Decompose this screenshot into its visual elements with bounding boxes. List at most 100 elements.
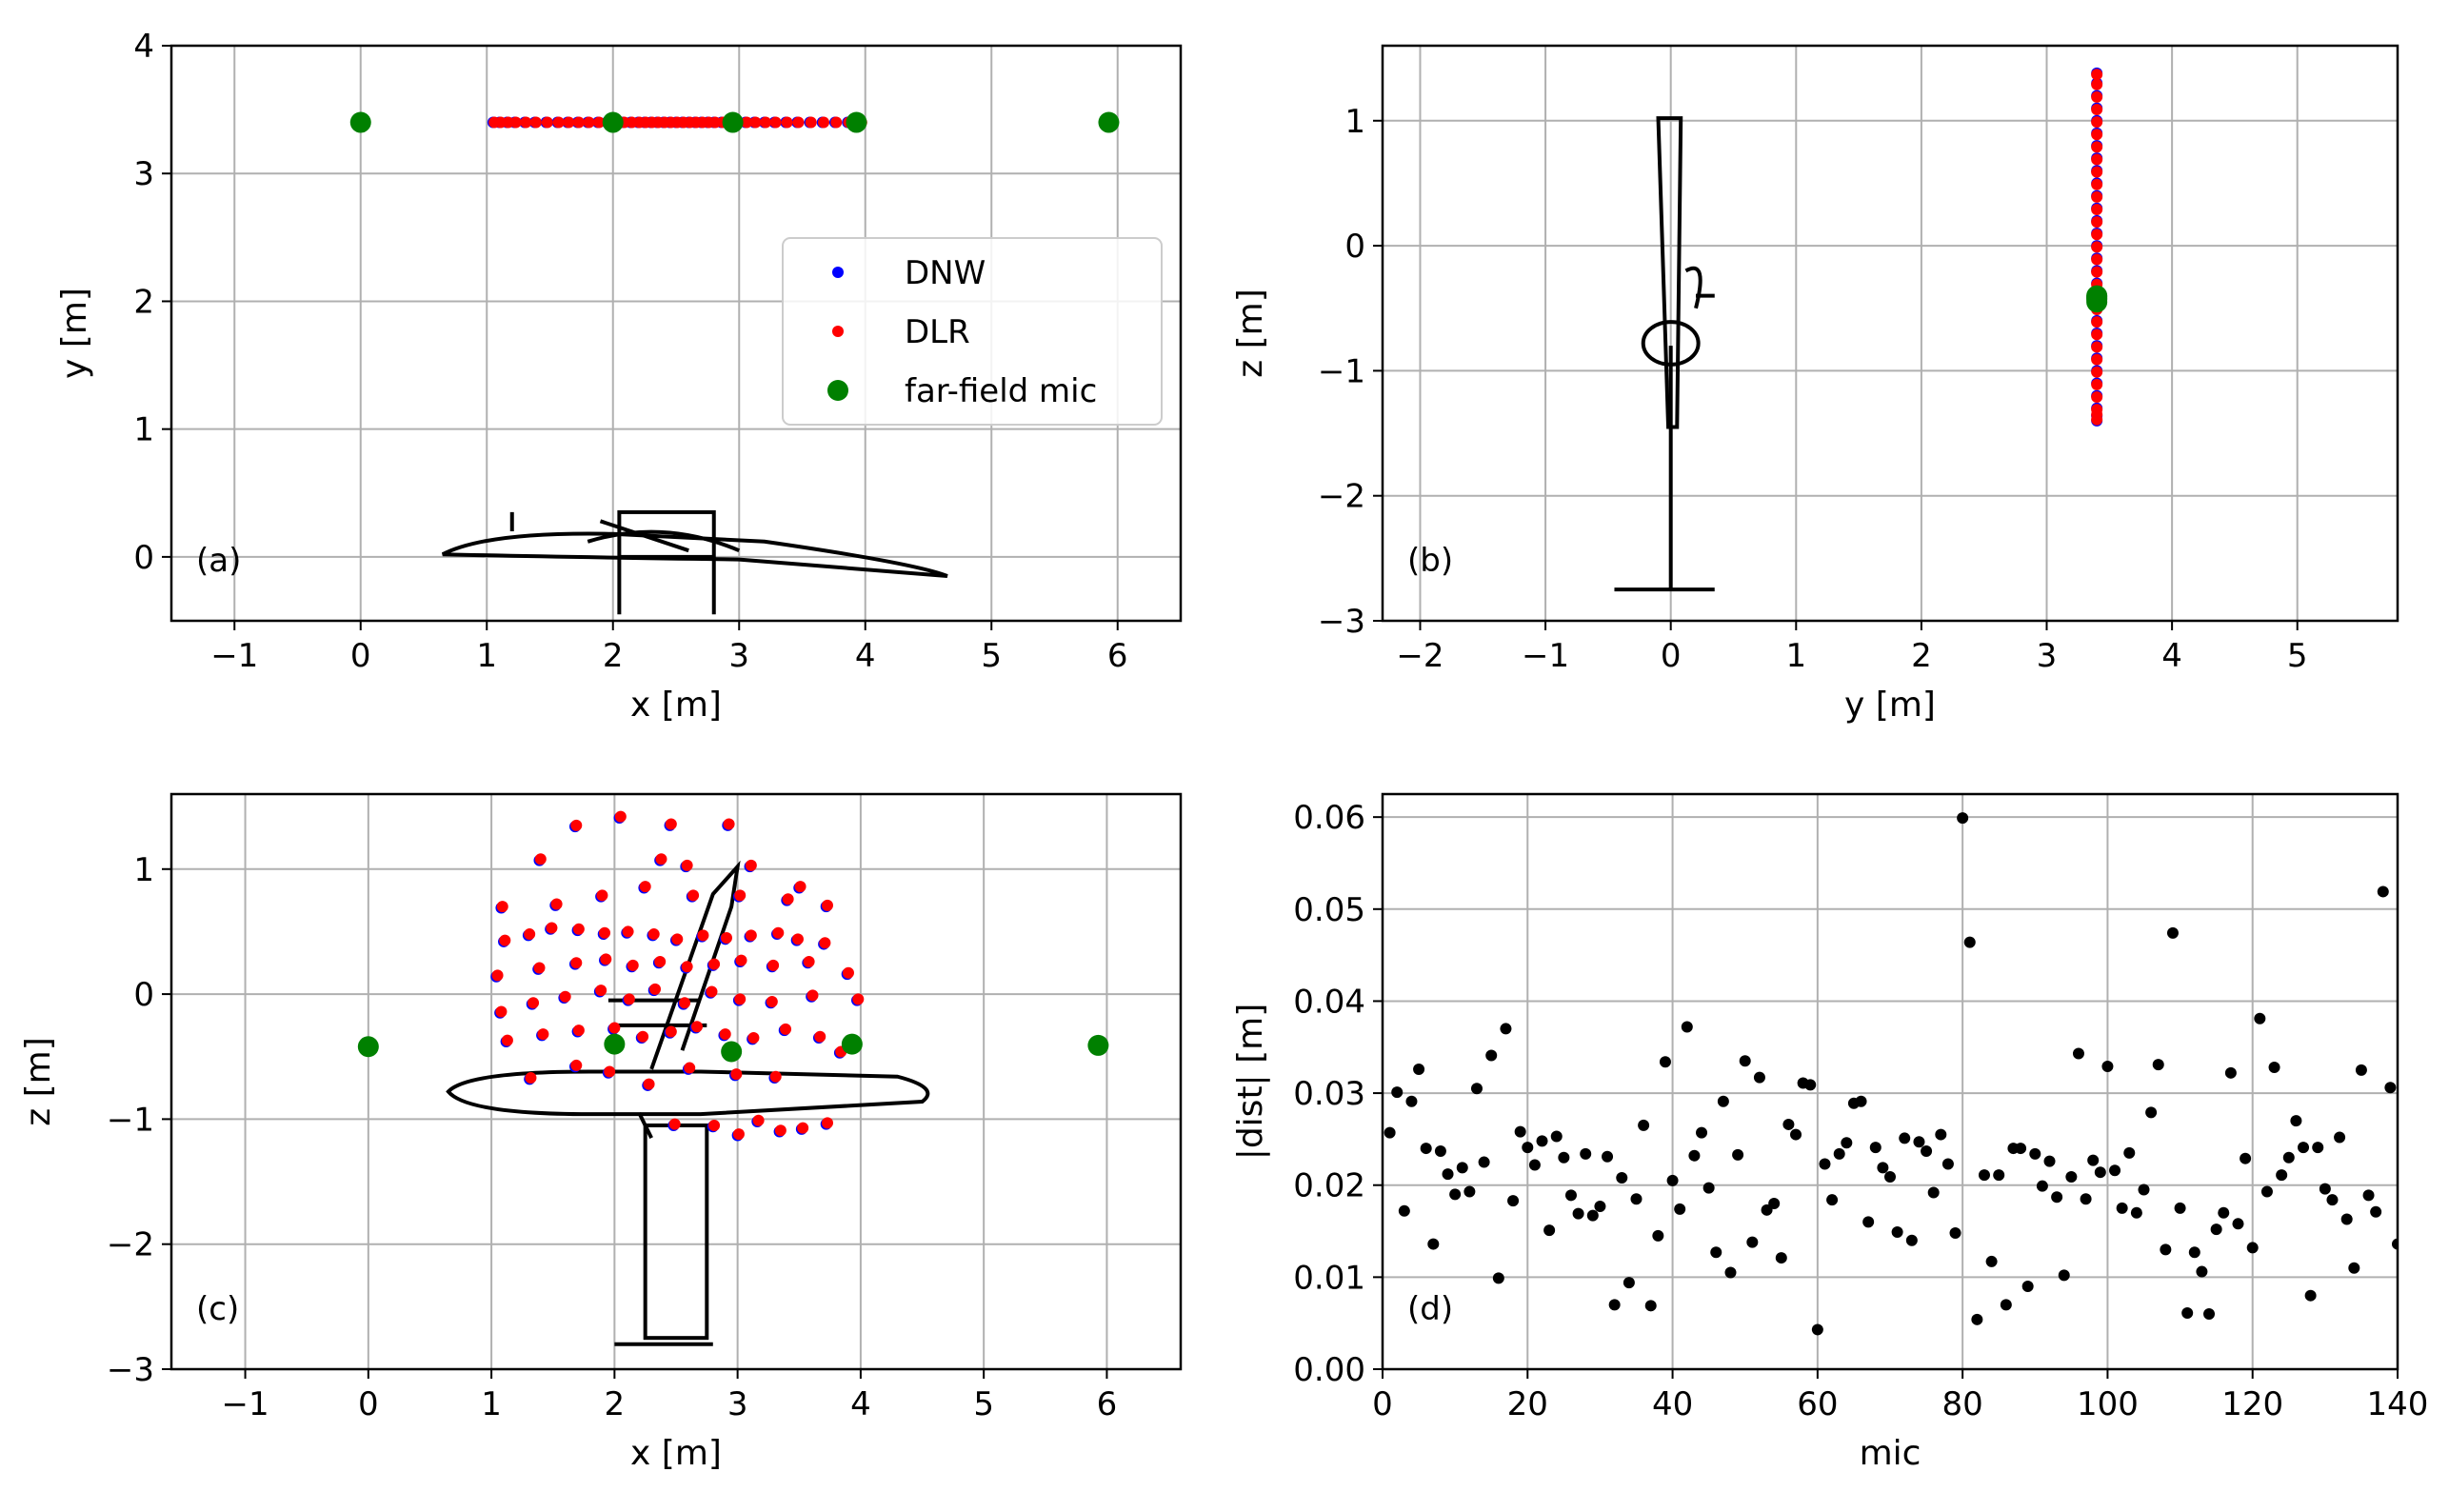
data-point (2015, 1143, 2027, 1155)
data-point (1470, 1083, 1483, 1095)
data-point (501, 1034, 513, 1046)
y-axis-label: y [m] (55, 288, 94, 379)
data-point (2101, 1061, 2114, 1073)
x-tick-label: 140 (2367, 1385, 2429, 1423)
panel-label: (d) (1407, 1290, 1453, 1328)
data-point (2304, 1289, 2317, 1302)
data-point (1536, 1135, 1548, 1147)
x-tick-label: 20 (1507, 1385, 1548, 1423)
fuselage-side-view (446, 1069, 930, 1117)
data-point (623, 993, 635, 1005)
data-point (1463, 1185, 1476, 1198)
data-point (2091, 328, 2103, 341)
y-tick-label: 2 (133, 283, 154, 321)
y-tick-label: 3 (133, 155, 154, 193)
data-point (614, 810, 627, 823)
panel-b: −2 −1 0 1 2 3 4 5 −3 −2 −1 0 1 y [m] z [m] (b) (1231, 44, 2399, 725)
data-point (533, 962, 546, 974)
data-point (2260, 1185, 2273, 1198)
data-point (2058, 1269, 2070, 1282)
data-point (595, 985, 607, 997)
data-point (2196, 1265, 2208, 1278)
data-point (769, 116, 782, 129)
data-point (846, 111, 867, 133)
x-tick-label: 1 (481, 1385, 502, 1423)
series-2 (357, 1033, 1109, 1063)
data-point (599, 926, 611, 939)
data-point (2224, 1066, 2237, 1079)
data-point (1442, 1168, 1454, 1181)
data-point (1666, 1174, 1679, 1186)
data-point (781, 116, 793, 129)
data-point (1630, 1193, 1643, 1205)
data-point (665, 1025, 677, 1038)
y-tick-label: −3 (1318, 603, 1365, 641)
data-point (596, 889, 608, 902)
data-point (1884, 1171, 1896, 1184)
data-point (668, 1118, 681, 1130)
data-point (1572, 1207, 1584, 1220)
data-point (491, 969, 504, 982)
data-point (2091, 241, 2103, 253)
data-point (357, 1036, 379, 1058)
x-tick-label: 0 (1661, 637, 1682, 675)
data-point (1644, 1300, 1657, 1312)
data-point (1087, 1034, 1109, 1056)
data-point (1478, 1156, 1490, 1168)
data-point (2091, 413, 2103, 426)
data-point (2355, 1064, 2367, 1076)
data-point (830, 116, 843, 129)
data-point (708, 958, 721, 970)
y-tick-label: 0.06 (1293, 799, 1365, 837)
data-point (2232, 1218, 2244, 1230)
data-point (2188, 1246, 2200, 1259)
x-tick-label: 5 (973, 1385, 994, 1423)
data-point (622, 925, 634, 938)
data-point (534, 853, 547, 865)
y-tick-label: 0.01 (1293, 1259, 1365, 1297)
series-2 (349, 111, 1120, 133)
data-point (852, 993, 865, 1005)
data-point (654, 955, 667, 967)
data-point (780, 1023, 792, 1035)
data-point (2091, 103, 2103, 115)
data-point (1456, 1162, 1468, 1174)
data-point (1891, 1226, 1903, 1239)
y-tick-label: 0.02 (1293, 1167, 1365, 1205)
data-point (1927, 1186, 1940, 1199)
data-point (1782, 1118, 1795, 1130)
series-0 (490, 811, 864, 1142)
data-point (2091, 141, 2103, 153)
data-point (608, 1022, 621, 1034)
x-tick-label: 4 (850, 1385, 871, 1423)
data-point (655, 853, 667, 865)
data-point (2254, 1012, 2266, 1025)
data-point (643, 1078, 655, 1090)
data-point (721, 1041, 743, 1063)
data-point (697, 929, 709, 942)
plot-frame (1381, 792, 2399, 1371)
data-point (572, 116, 585, 129)
x-tick-label: 80 (1942, 1385, 1983, 1423)
data-point (1485, 1049, 1498, 1062)
data-point (671, 933, 684, 945)
data-point (2312, 1142, 2324, 1154)
data-point (2210, 1224, 2222, 1236)
data-point (1384, 1126, 1396, 1139)
y-tick-label: 0.03 (1293, 1075, 1365, 1113)
x-tick-label: 3 (728, 637, 749, 675)
legend-box (782, 237, 1163, 426)
data-point (1941, 1158, 1954, 1170)
data-point (745, 929, 757, 942)
data-point (2087, 1154, 2100, 1166)
data-point (1841, 1137, 1853, 1149)
data-point (1391, 1086, 1404, 1099)
data-point (822, 1117, 833, 1129)
data-point (1398, 1204, 1410, 1217)
data-point (1826, 1194, 1839, 1206)
x-tick-label: −1 (210, 637, 258, 675)
data-point (1594, 1200, 1606, 1212)
data-point (2384, 1082, 2397, 1094)
data-point (734, 889, 747, 902)
data-point (722, 111, 744, 133)
